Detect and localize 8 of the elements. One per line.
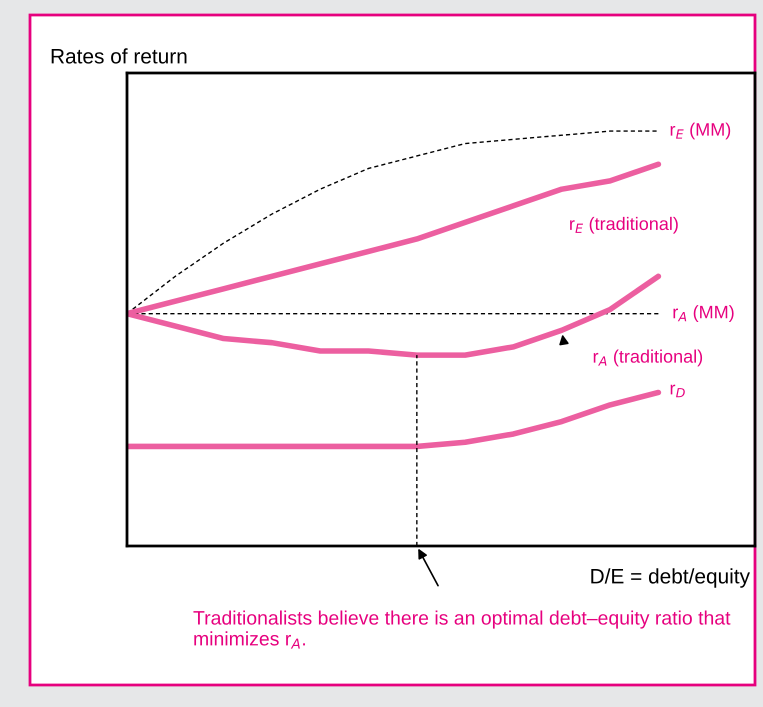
series-label: r$_{D}$ bbox=[670, 384, 685, 398]
series-label: r$_{E}$ (MM) bbox=[670, 122, 730, 140]
series-label: r$_{A}$ (traditional) bbox=[594, 350, 702, 366]
chart-title: Rates of return bbox=[52, 48, 186, 64]
x-axis-title: D/E = debt/equity bbox=[591, 568, 750, 588]
series-label: r$_{A}$ (MM) bbox=[673, 305, 734, 322]
text: Traditionalists believe there is an optimal debt–equity ratio that minimizes r$_{A}$. bbox=[193, 610, 730, 649]
series-label: r$_{E}$ (traditional) bbox=[570, 216, 678, 234]
